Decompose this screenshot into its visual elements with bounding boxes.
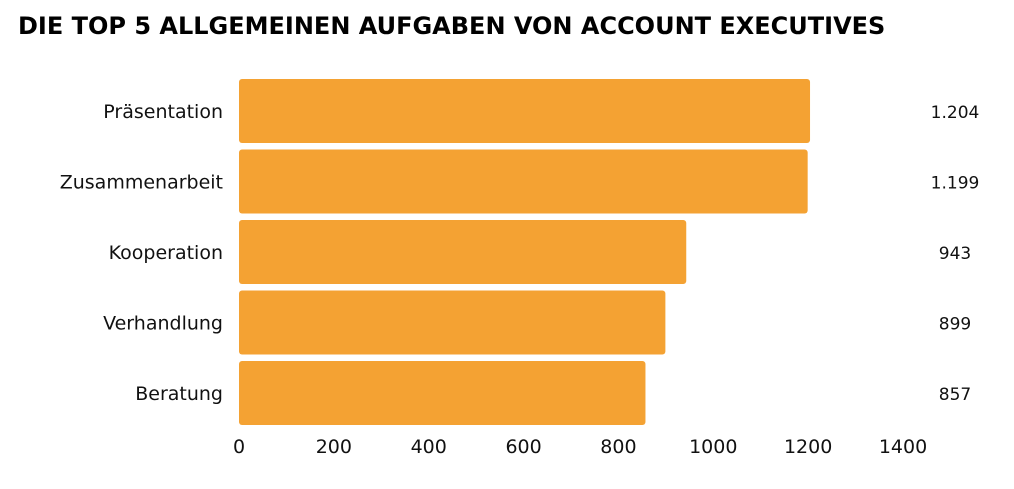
x-tick-label: 1200 <box>784 436 832 458</box>
category-label: Präsentation <box>103 101 223 123</box>
bar-4 <box>239 361 646 425</box>
value-label: 943 <box>939 244 971 264</box>
x-tick-label: 200 <box>316 436 352 458</box>
x-tick-label: 0 <box>233 436 245 458</box>
value-label: 1.199 <box>931 174 980 194</box>
bar-1 <box>239 149 808 214</box>
category-label: Kooperation <box>109 242 223 264</box>
x-tick-label: 800 <box>600 436 636 458</box>
bar-3 <box>239 290 666 355</box>
x-tick-label: 400 <box>411 436 447 458</box>
x-tick-label: 600 <box>505 436 541 458</box>
x-tick-label: 1400 <box>879 436 927 458</box>
chart-title: DIE TOP 5 ALLGEMEINEN AUFGABEN VON ACCOU… <box>18 12 886 40</box>
category-label: Beratung <box>135 383 223 405</box>
category-label: Verhandlung <box>103 313 223 335</box>
bar-2 <box>239 220 687 284</box>
bar-0 <box>239 79 811 143</box>
category-label: Zusammenarbeit <box>60 172 223 194</box>
value-label: 899 <box>939 315 971 335</box>
value-label: 1.204 <box>931 103 980 123</box>
x-tick-label: 1000 <box>689 436 737 458</box>
value-label: 857 <box>939 385 971 405</box>
